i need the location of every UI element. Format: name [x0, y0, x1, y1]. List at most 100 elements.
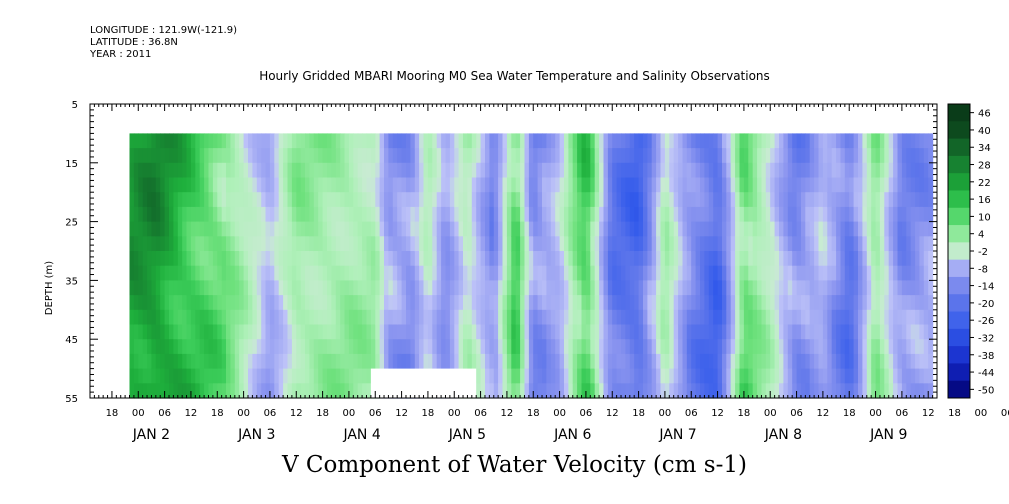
heatmap-cell — [568, 221, 574, 237]
heatmap-cell — [401, 353, 407, 370]
heatmap-cell — [480, 206, 486, 223]
heatmap-cell — [155, 383, 161, 399]
heatmap-cell — [265, 148, 271, 164]
heatmap-cell — [607, 324, 613, 340]
heatmap-cell — [581, 236, 587, 252]
heatmap-cell — [234, 383, 240, 399]
heatmap-cell — [612, 192, 618, 208]
heatmap-cell — [849, 177, 855, 193]
heatmap-cell — [678, 383, 684, 399]
heatmap-cell — [239, 221, 245, 237]
heatmap-cell — [506, 309, 512, 326]
heatmap-cell — [853, 353, 859, 370]
heatmap-cell — [866, 280, 872, 296]
heatmap-cell — [204, 368, 210, 384]
heatmap-cell — [296, 221, 302, 237]
heatmap-cell — [493, 368, 499, 384]
heatmap-cell — [919, 177, 925, 193]
heatmap-cell — [151, 148, 157, 164]
heatmap-cell — [651, 133, 657, 149]
heatmap-cell — [392, 251, 398, 267]
heatmap-cell — [814, 206, 820, 223]
heatmap-cell — [871, 148, 877, 164]
heatmap-cell — [564, 280, 569, 296]
heatmap-cell — [638, 206, 644, 223]
heatmap-cell — [581, 251, 587, 267]
y-axis-label: DEPTH (m) — [44, 261, 55, 315]
heatmap-cell — [814, 221, 820, 237]
heatmap-cell — [564, 265, 569, 281]
heatmap-cell — [862, 309, 868, 326]
heatmap-cell — [708, 192, 714, 208]
heatmap-cell — [485, 236, 490, 252]
heatmap-cell — [634, 280, 640, 296]
heatmap-cell — [467, 221, 473, 237]
heatmap-cell — [577, 177, 583, 193]
heatmap-cell — [256, 236, 262, 252]
heatmap-cell — [686, 148, 692, 164]
heatmap-cell — [533, 324, 539, 340]
heatmap-cell — [449, 280, 455, 296]
heatmap-cell — [313, 221, 319, 237]
heatmap-cell — [528, 206, 534, 223]
heatmap-cell — [296, 368, 302, 384]
heatmap-cell — [283, 280, 289, 296]
heatmap-cell — [831, 280, 837, 296]
heatmap-cell — [893, 280, 899, 296]
heatmap-cell — [919, 251, 925, 267]
heatmap-cell — [550, 383, 556, 399]
heatmap-cell — [643, 280, 648, 296]
heatmap-cell — [226, 280, 231, 296]
heatmap-cell — [625, 206, 631, 223]
heatmap-cell — [388, 309, 394, 326]
heatmap-cell — [195, 162, 201, 179]
heatmap-cell — [669, 383, 675, 399]
heatmap-cell — [599, 221, 605, 237]
heatmap-cell — [471, 148, 477, 164]
heatmap-cell — [256, 162, 262, 179]
heatmap-cell — [441, 162, 447, 179]
heatmap-cell — [278, 133, 284, 149]
heatmap-cell — [915, 265, 921, 281]
heatmap-cell — [344, 236, 350, 252]
heatmap-cell — [686, 206, 692, 223]
heatmap-cell — [379, 309, 385, 326]
heatmap-cell — [555, 339, 561, 355]
heatmap-cell — [506, 280, 512, 296]
heatmap-cell — [840, 339, 846, 355]
heatmap-cell — [901, 295, 907, 311]
heatmap-cell — [757, 295, 763, 311]
heatmap-cell — [831, 324, 837, 340]
heatmap-cell — [243, 383, 249, 399]
heatmap-cell — [884, 265, 890, 281]
heatmap-cell — [866, 162, 872, 179]
heatmap-cell — [884, 162, 890, 179]
heatmap-cell — [625, 324, 631, 340]
heatmap-cell — [528, 133, 534, 149]
heatmap-cell — [234, 265, 240, 281]
heatmap-cell — [673, 192, 679, 208]
heatmap-cell — [309, 353, 315, 370]
heatmap-cell — [792, 221, 798, 237]
heatmap-cell — [278, 383, 284, 399]
heatmap-cell — [739, 133, 745, 149]
heatmap-cell — [831, 162, 837, 179]
heatmap-cell — [748, 236, 754, 252]
heatmap-cell — [726, 162, 732, 179]
heatmap-cell — [805, 295, 811, 311]
heatmap-cell — [866, 353, 872, 370]
heatmap-cell — [230, 353, 236, 370]
heatmap-cell — [524, 265, 530, 281]
heatmap-cell — [520, 206, 526, 223]
heatmap-cell — [678, 162, 684, 179]
heatmap-cell — [779, 206, 784, 223]
heatmap-cell — [884, 251, 890, 267]
heatmap-cell — [568, 162, 574, 179]
heatmap-cell — [423, 295, 429, 311]
heatmap-cell — [638, 339, 644, 355]
heatmap-cell — [480, 162, 486, 179]
heatmap-cell — [335, 383, 341, 399]
heatmap-cell — [752, 309, 758, 326]
heatmap-cell — [616, 295, 622, 311]
heatmap-cell — [638, 324, 644, 340]
